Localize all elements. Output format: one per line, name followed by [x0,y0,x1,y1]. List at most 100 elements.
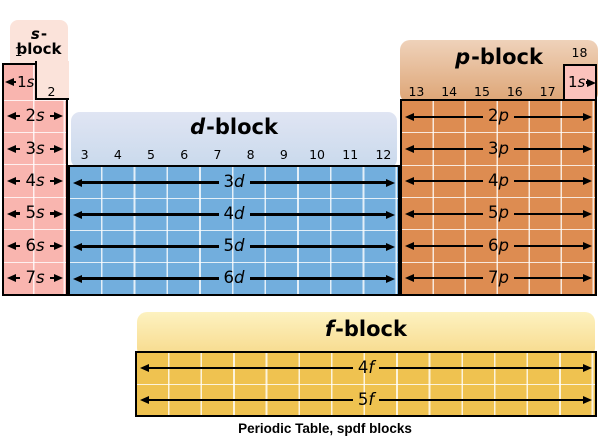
arrowhead-right-icon [583,209,593,218]
orbital-row-4f: 4f [137,353,595,384]
arrowhead-right-icon [54,144,64,153]
arrow-shaft [49,147,55,150]
group-number-6: 6 [180,147,189,162]
arrow-shaft [514,277,584,280]
arrowhead-left-icon [405,274,414,283]
arrow-shaft [514,115,584,118]
arrow-shaft [14,81,17,84]
group-number-7: 7 [213,147,222,162]
arrow-shaft [49,115,55,118]
arrowhead-right-icon [587,78,597,87]
orbital-row-3s: 3s [4,132,66,164]
arrow-shaft [249,181,387,184]
orbital-label-3d: 3d [223,172,245,192]
arrow-shaft [82,213,219,216]
arrowhead-left-icon [73,274,82,283]
orbital-label-5d: 5d [223,236,245,256]
orbital-row-6p: 6p [402,229,595,261]
group-number-18: 18 [571,45,588,60]
arrowhead-left-icon [7,274,16,283]
arrowhead-left-icon [73,242,82,251]
orbital-label-2p: 2p [488,106,509,126]
orbital-row-7p: 7p [402,261,595,294]
arrowhead-left-icon [7,177,16,186]
arrowhead-left-icon [405,241,414,250]
group-numbers-d: 3 4 5 6 7 8 9 10 11 12 [68,147,400,162]
f-block-title-rest: -block [335,317,407,341]
arrow-shaft [414,212,484,215]
arrowhead-right-icon [386,242,396,251]
group-number-14: 14 [441,84,458,99]
arrow-shaft [514,244,584,248]
group-number-12: 12 [375,147,392,162]
arrowhead-left-icon [73,178,82,187]
arrowhead-left-icon [7,144,16,153]
arrow-shaft [49,180,55,183]
arrowhead-right-icon [54,209,64,218]
group-number-13: 13 [408,84,425,99]
arrow-shaft [16,147,21,150]
arrow-shaft [414,180,484,183]
p-block-panel: p-block [400,40,598,103]
s-block-title-letter: s [30,25,40,43]
arrowhead-left-icon [405,144,414,153]
orbital-label-1s: 1s [568,73,586,91]
f-block-title-letter: f [325,317,335,341]
orbital-label-4p: 4p [488,171,509,191]
orbital-label-3s: 3s [25,138,45,158]
orbital-label-5s: 5s [25,203,45,223]
p-block-title: p-block [400,47,598,68]
orbital-row-3d: 3d [70,167,398,198]
group-numbers-p: 13 14 15 16 17 [400,84,564,99]
arrowhead-left-icon [7,241,16,250]
arrowhead-left-icon [405,177,414,186]
orbital-label-6d: 6d [223,268,245,288]
f-block-cells: 4f 5f [135,351,597,417]
arrowhead-right-icon [54,274,64,283]
group-number-16: 16 [506,84,523,99]
arrow-shaft [82,245,219,248]
orbital-label-1s: 1s [17,72,35,91]
orbital-row-2s: 2s [4,99,66,132]
arrowhead-right-icon [583,177,593,186]
orbital-label-7p: 7p [488,268,509,288]
arrow-shaft [16,212,21,215]
arrowhead-left-icon [140,364,149,373]
group-number-10: 10 [309,147,325,162]
arrow-shaft [249,245,387,248]
arrow-shaft [514,180,584,183]
arrow-shaft [16,277,21,280]
arrow-shaft [82,181,219,184]
arrowhead-right-icon [583,112,593,121]
arrow-shaft [414,277,484,280]
d-block-title: d-block [71,117,397,138]
arrow-shaft [414,147,484,151]
group-number-17: 17 [539,84,556,99]
arrow-shaft [514,212,584,215]
arrowhead-left-icon [140,395,149,404]
orbital-row-5d: 5d [70,230,398,262]
arrowhead-right-icon [386,178,396,187]
orbital-label-2s: 2s [25,106,45,126]
orbital-row-5f: 5f [137,383,595,416]
orbital-row-5s: 5s [4,196,66,229]
orbital-row-7s: 7s [4,261,66,294]
p-block-cells: 2p 3p 4p 5p 6p 7p [400,99,597,296]
arrowhead-right-icon [54,241,64,250]
orbital-label-4s: 4s [25,170,45,190]
arrowhead-right-icon [54,112,64,121]
orbital-row-3p: 3p [402,132,595,164]
arrow-shaft [49,244,55,248]
arrowhead-right-icon [583,274,593,283]
arrowhead-right-icon [386,210,396,219]
arrowhead-right-icon [583,241,593,250]
orbital-row-5p: 5p [402,196,595,229]
orbital-row-6d: 6d [70,262,398,294]
p-block-title-letter: p [455,45,471,69]
arrowhead-left-icon [5,78,14,87]
orbital-row-6s: 6s [4,229,66,261]
arrow-shaft [586,81,588,84]
arrowhead-right-icon [583,144,593,153]
d-block-title-rest: -block [206,115,278,139]
arrow-shaft [414,115,484,118]
